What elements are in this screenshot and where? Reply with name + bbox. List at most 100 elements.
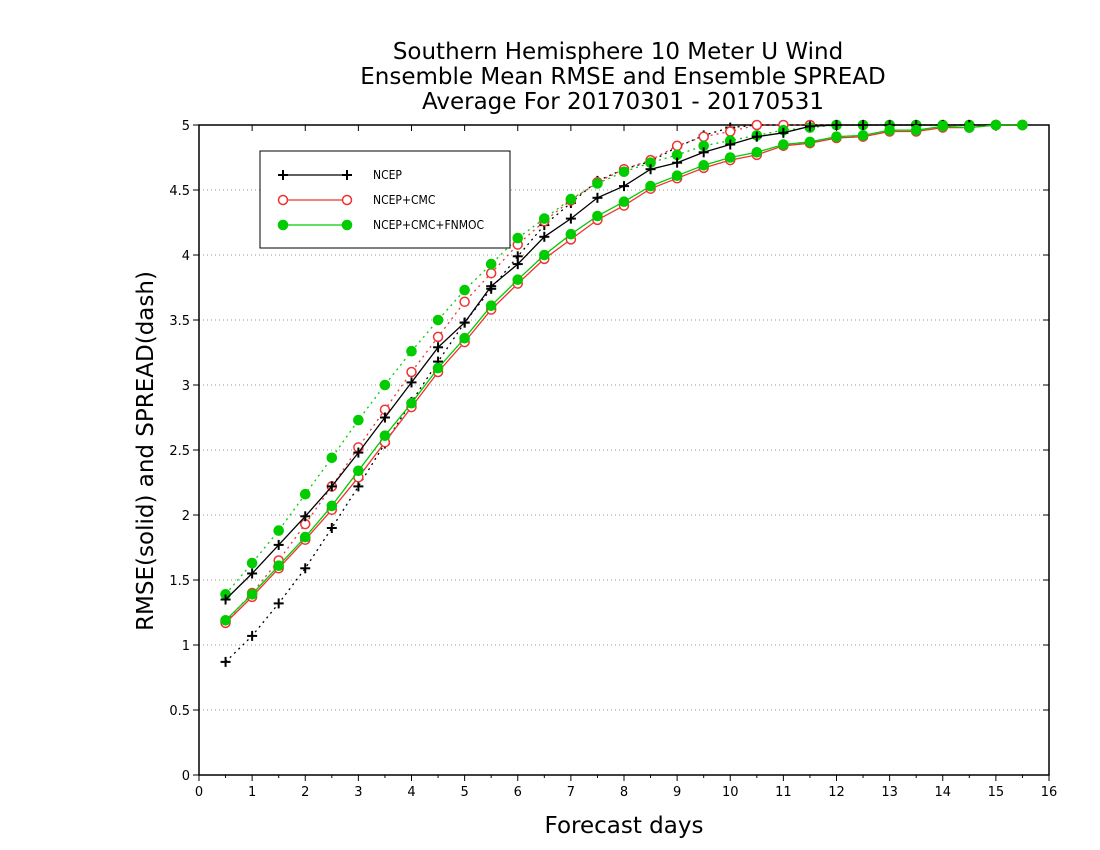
- ncep-cmc-fnmoc-rmse-point-27: [937, 121, 949, 132]
- ncep-rmse-point-10: [486, 281, 497, 292]
- ncep-rmse-point-5: [353, 447, 364, 458]
- ncep-cmc-fnmoc-spread-point-7: [406, 345, 417, 357]
- ncep-cmc-fnmoc-spread-point-1: [246, 557, 258, 569]
- ncep-cmc-spread-point-17: [671, 140, 683, 152]
- x-tick-label-16: 16: [1041, 785, 1058, 800]
- ncep-cmc-fnmoc-rmse-point-18: [698, 160, 709, 171]
- ncep-cmc-fnmoc-rmse-point-17: [671, 170, 683, 181]
- ncep-cmc-fnmoc-rmse-point-16: [645, 180, 656, 192]
- ncep-cmc-spread-point-8: [432, 331, 444, 343]
- ncep-cmc-fnmoc-rmse-point-5: [353, 465, 364, 477]
- legend-marker-left-ncep-cmc: [277, 194, 289, 206]
- x-tick-label-6: 6: [514, 785, 522, 800]
- chart-title-line-1: Southern Hemisphere 10 Meter U Wind: [393, 39, 843, 65]
- ncep-cmc-fnmoc-rmse-point-3: [299, 531, 311, 543]
- ncep-cmc-spread-point-7: [406, 366, 417, 378]
- ncep-cmc-fnmoc-spread-point-9: [459, 284, 470, 296]
- ncep-rmse-point-20: [751, 131, 762, 142]
- ncep-cmc-spread-point-20: [751, 119, 763, 131]
- ncep-cmc-fnmoc-rmse-point-2: [273, 560, 284, 572]
- ncep-cmc-fnmoc-rmse-point-20: [751, 147, 763, 158]
- legend-label-ncep-cmc-fnmoc: NCEP+CMC+FNMOC: [373, 218, 484, 232]
- ncep-cmc-fnmoc-rmse-point-12: [539, 249, 550, 261]
- ncep-rmse-point-4: [326, 481, 337, 492]
- y-tick-label-10: 5: [182, 119, 190, 134]
- ncep-cmc-fnmoc-rmse-point-13: [565, 228, 577, 240]
- ncep-spread-point-5: [353, 481, 364, 492]
- ncep-spread-point-4: [326, 523, 337, 533]
- ncep-spread-point-3: [300, 563, 311, 574]
- ncep-spread-point-1: [247, 630, 258, 641]
- axes: 0 1 2 3 4 5 6 7 8 9 10 11 12 13 14 15 1600.511.522.533.5…: [169, 119, 1057, 800]
- chart-title-line-2: Ensemble Mean RMSE and Ensemble SPREAD: [360, 64, 885, 90]
- x-axis-label: Forecast days: [545, 813, 704, 839]
- ncep-cmc-fnmoc-spread-point-4: [326, 452, 338, 464]
- ncep-rmse-point-9: [459, 317, 470, 328]
- ncep-rmse-point-21: [778, 127, 789, 138]
- ncep-cmc-fnmoc-rmse-point-14: [592, 210, 603, 222]
- chart-title-line-3: Average For 20170301 - 20170531: [422, 89, 824, 115]
- ncep-cmc-fnmoc-rmse-point-30: [1017, 119, 1028, 131]
- ncep-cmc-fnmoc-rmse-point-6: [379, 430, 391, 442]
- ncep-cmc-fnmoc-spread-point-8: [432, 314, 444, 326]
- x-tick-label-0: 0: [195, 785, 203, 800]
- ncep-rmse-point-14: [592, 192, 603, 203]
- ncep-rmse-point-0: [220, 594, 231, 605]
- ncep-cmc-fnmoc-rmse-point-22: [804, 136, 816, 148]
- ncep-rmse-point-2: [273, 539, 284, 550]
- ncep-cmc-fnmoc-spread-point-5: [353, 414, 364, 426]
- ncep-rmse-point-1: [247, 568, 258, 579]
- ncep-cmc-spread-point-19: [725, 126, 736, 137]
- ncep-rmse-point-15: [619, 181, 629, 192]
- ncep-cmc-spread-point-10: [485, 267, 497, 279]
- y-tick-label-4: 2: [182, 509, 190, 524]
- ncep-rmse-point-7: [406, 377, 417, 388]
- x-tick-label-11: 11: [775, 785, 792, 800]
- y-tick-label-2: 1: [182, 639, 190, 654]
- x-tick-label-5: 5: [460, 785, 468, 800]
- x-tick-label-3: 3: [354, 785, 362, 800]
- ncep-cmc-fnmoc-rmse-point-25: [884, 124, 895, 136]
- ncep-cmc-fnmoc-rmse-point-7: [406, 397, 417, 409]
- ncep-cmc-fnmoc-rmse-point-0: [220, 615, 231, 626]
- legend-marker-right-ncep: [342, 170, 352, 180]
- y-tick-label-6: 3: [182, 379, 190, 394]
- ncep-cmc-spread-point-9: [459, 296, 470, 308]
- ncep-cmc-fnmoc-spread-point-2: [273, 525, 284, 536]
- y-tick-label-9: 4.5: [169, 184, 190, 199]
- legend-marker-left-ncep: [278, 170, 288, 180]
- y-tick-label-0: 0: [182, 769, 190, 784]
- ncep-cmc-fnmoc-spread-point-6: [379, 379, 391, 391]
- ncep-cmc-fnmoc-spread-point-14: [592, 178, 603, 189]
- ncep-cmc-fnmoc-spread-point-3: [299, 488, 311, 500]
- y-tick-label-7: 3.5: [169, 314, 190, 329]
- ncep-cmc-fnmoc-spread-point-11: [512, 232, 524, 244]
- ncep-rmse-point-11: [512, 259, 523, 270]
- ncep-cmc-fnmoc-rmse-point-10: [485, 300, 497, 312]
- ncep-cmc-fnmoc-rmse-point-9: [459, 332, 470, 344]
- x-tick-label-10: 10: [722, 785, 739, 800]
- ncep-cmc-fnmoc-rmse-point-28: [964, 122, 975, 133]
- ncep-rmse-point-23: [831, 120, 842, 130]
- legend-marker-right-ncep-cmc-fnmoc: [341, 219, 353, 231]
- x-tick-label-8: 8: [620, 785, 628, 800]
- ncep-rmse-point-3: [300, 511, 311, 522]
- legend-label-ncep: NCEP: [373, 168, 402, 182]
- y-tick-label-3: 1.5: [169, 574, 190, 589]
- ncep-cmc-fnmoc-rmse-point-1: [246, 589, 258, 600]
- ncep-spread-point-0: [220, 656, 231, 667]
- ncep-spread-point-2: [273, 598, 284, 609]
- x-tick-label-1: 1: [248, 785, 256, 800]
- legend-marker-right-ncep-cmc: [341, 194, 353, 206]
- legend-marker-left-ncep-cmc-fnmoc: [277, 219, 289, 231]
- ncep-rmse-point-19: [725, 139, 736, 150]
- legend: NCEP NCEP+CMC NCEP+CMC+FNMOC: [259, 150, 511, 249]
- series-layer: [220, 119, 1028, 667]
- y-tick-label-1: 0.5: [169, 704, 190, 719]
- ncep-rmse-point-8: [433, 342, 444, 353]
- ncep-cmc-fnmoc-rmse-point-4: [326, 500, 338, 512]
- legend-label-ncep-cmc: NCEP+CMC: [373, 193, 435, 207]
- ncep-rmse-point-18: [698, 147, 709, 158]
- ncep-cmc-fnmoc-rmse-point-15: [618, 196, 630, 207]
